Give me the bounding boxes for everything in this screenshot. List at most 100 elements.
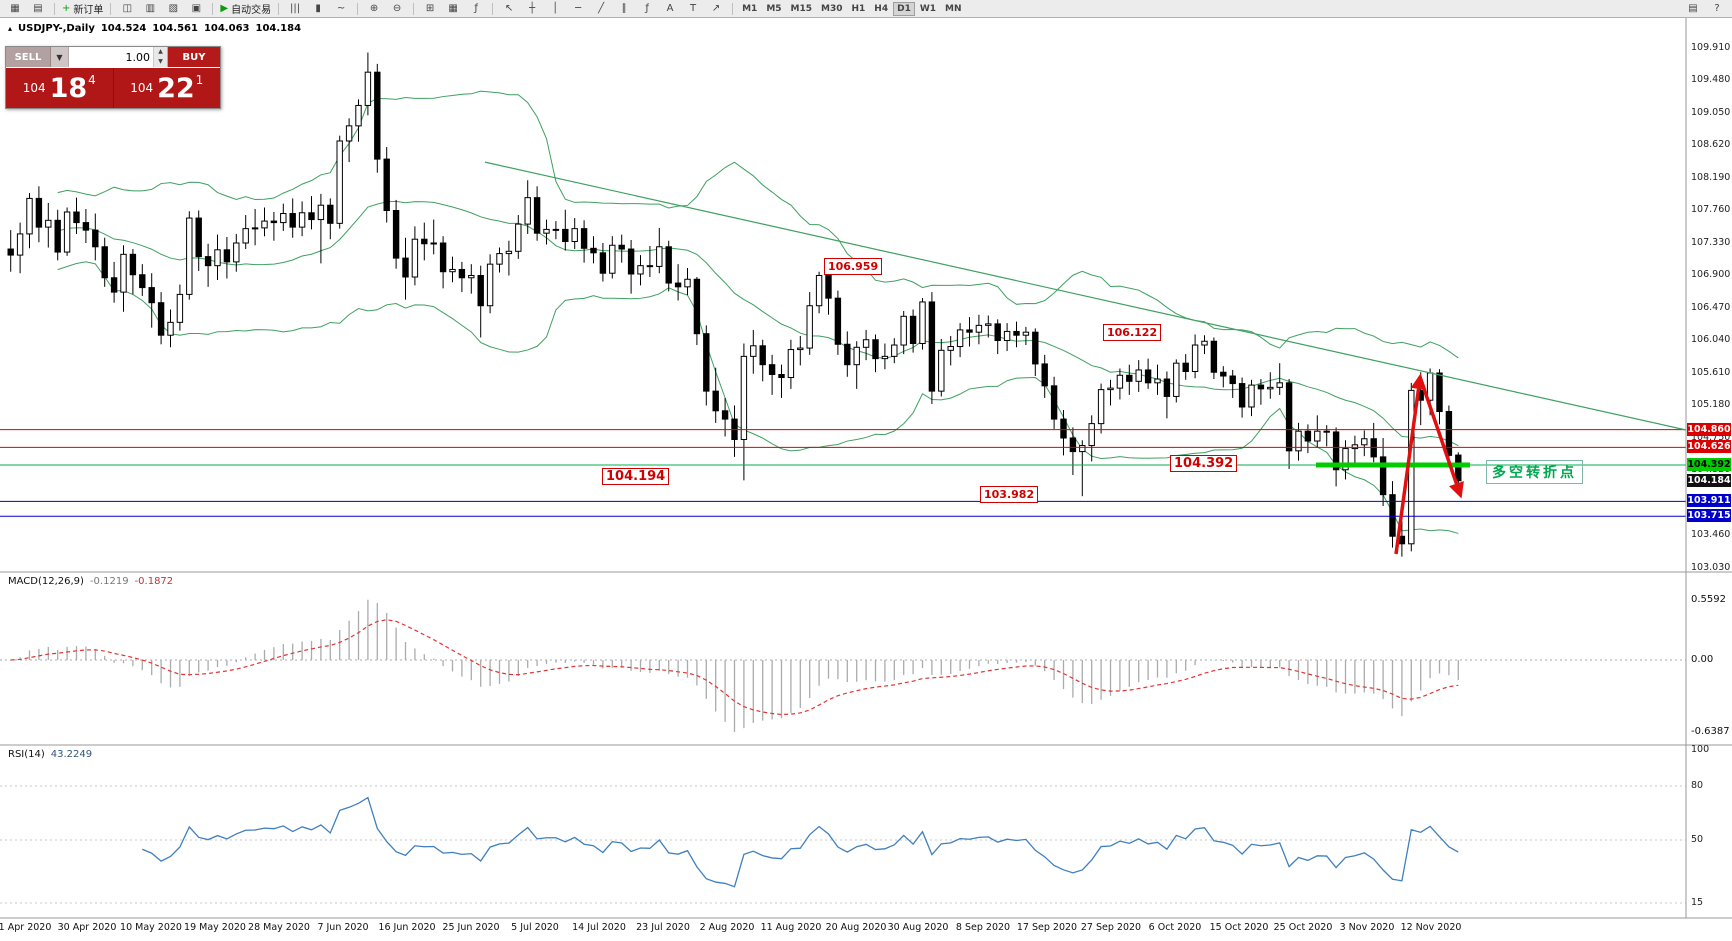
arrow-tool-icon: ↗ [711,3,721,14]
candle-body [1455,454,1462,482]
crosshair-icon: ┼ [529,3,536,14]
candle-body [750,345,757,357]
timeframe-m15-button[interactable]: M15 [790,3,813,14]
text-icon[interactable]: A [659,1,681,17]
timeframe-m5-button[interactable]: M5 [766,3,782,14]
buy-button[interactable]: BUY [168,47,220,67]
candle-body [270,220,278,224]
candle-body [1069,437,1077,453]
timeframe-h1-button[interactable]: H1 [851,3,866,14]
candle-body [524,197,531,225]
chart-windows-icon[interactable]: ◫ [116,1,138,17]
candle-body [1248,384,1255,408]
candle-body [458,268,466,279]
line-chart-icon[interactable]: ~ [330,1,352,17]
candle-body [1173,362,1180,397]
window-list-icon[interactable]: ▤ [1682,1,1704,17]
candle-body [1342,448,1349,471]
trend-arrows[interactable] [1394,373,1464,555]
timeframe-m30-button[interactable]: M30 [821,3,843,14]
candle-body [110,277,118,293]
candle-body [251,227,259,230]
candle-body [82,222,90,231]
candle-body [853,346,860,366]
buy-price-button[interactable]: 104 22 1 [113,68,220,108]
auto-arrange-icon: ▦ [448,3,458,14]
arrow-tool-icon[interactable]: ↗ [705,1,727,17]
volume-down-button[interactable]: ▼ [154,57,167,67]
trendline-icon[interactable]: ╱ [590,1,612,17]
candle-body [195,217,202,258]
candle-body [1116,374,1124,389]
indicators-icon[interactable]: ƒ [465,1,487,17]
candle-body [1229,375,1236,385]
cursor-icon[interactable]: ↖ [498,1,520,17]
bar-chart-icon[interactable]: ||| [284,1,306,17]
new-order-button[interactable]: + 新订单 [60,1,105,17]
autotrade-button[interactable]: ▶ 自动交易 [218,1,273,17]
volume-up-button[interactable]: ▲ [154,47,167,57]
text-icon: A [666,3,674,14]
order-type-dropdown[interactable]: ▼ [51,47,69,67]
candle-body [844,343,851,366]
tile-windows-icon[interactable]: ⊞ [419,1,441,17]
buy-price-base: 104 [130,81,154,95]
fibonacci-icon[interactable]: ƒ [636,1,658,17]
timeframe-mn-button[interactable]: MN [945,3,962,14]
timeframe-m1-button[interactable]: M1 [742,3,758,14]
descending-trendline[interactable] [484,161,1687,431]
zoom-in-icon[interactable]: ⊕ [363,1,385,17]
candle-body [552,228,560,231]
candle-body [1267,386,1274,390]
candle-body [1097,389,1105,425]
candle-body [392,209,400,259]
candle-body [1201,340,1208,346]
timeframe-h4-button[interactable]: H4 [874,3,889,14]
vertical-line-icon[interactable]: │ [544,1,566,17]
sell-button[interactable]: SELL [6,47,51,67]
terminal-icon[interactable]: ▣ [185,1,207,17]
candle-body [1238,383,1246,408]
market-watch-icon[interactable]: ▥ [139,1,161,17]
horizontal-line-icon[interactable]: ─ [567,1,589,17]
timeframe-w1-button[interactable]: W1 [919,3,937,14]
zoom-out-icon[interactable]: ⊖ [386,1,408,17]
candle-body [881,355,889,360]
macd-signal-line [10,619,1459,716]
timeframe-d1-button[interactable]: D1 [893,1,915,16]
candlestick-icon[interactable]: ▮ [307,1,329,17]
candle-body [1032,331,1039,365]
auto-arrange-icon[interactable]: ▦ [442,1,464,17]
fibonacci-icon: ƒ [645,3,649,14]
channel-icon[interactable]: ∥ [613,1,635,17]
chart-icon: ▴ [8,24,13,33]
candle-body [430,242,437,245]
candle-body [439,242,447,273]
help-icon[interactable]: ? [1706,1,1728,17]
candle-body [815,274,823,307]
volume-input[interactable] [69,47,153,67]
candle-body [768,364,776,376]
one-click-trading-panel: SELL ▼ ▲ ▼ BUY 104 18 4 104 22 1 [5,46,221,109]
horizontal-lines[interactable] [0,429,1686,517]
candle-body [1351,444,1359,450]
zoom-in-icon: ⊕ [369,3,379,14]
bar-low: 104.063 [203,23,250,34]
symbol-name: USDJPY-,Daily [18,23,95,34]
red-arrow [1394,373,1427,555]
new-chart-icon[interactable]: ▦ [4,1,26,17]
rsi-name: RSI(14) [8,749,45,760]
sell-price-button[interactable]: 104 18 4 [6,68,113,108]
label-icon[interactable]: T [682,1,704,17]
crosshair-icon[interactable]: ┼ [521,1,543,17]
chart-windows-icon: ◫ [122,3,133,14]
profiles-icon[interactable]: ▤ [27,1,49,17]
toolbar-right-group: ▤? [1682,1,1728,17]
candle-body [505,250,513,255]
candle-body [862,339,870,348]
navigator-icon[interactable]: ▧ [162,1,184,17]
candle-body [1332,431,1340,471]
candle-body [421,238,428,245]
navigator-icon: ▧ [168,3,179,14]
